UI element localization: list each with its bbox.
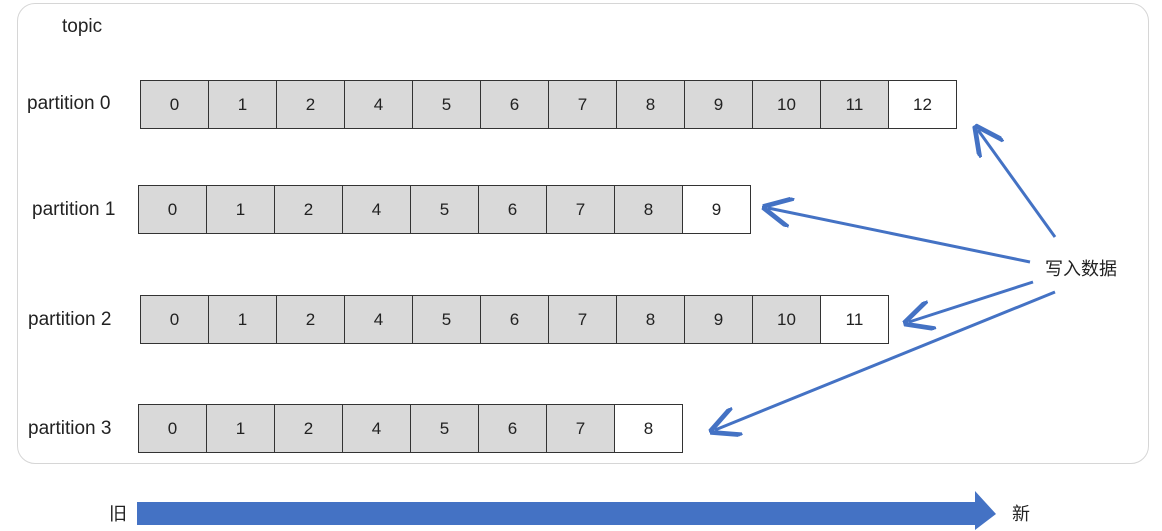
partition-0-offset-cell: 8 <box>616 80 685 129</box>
partition-0-offset-cell: 10 <box>752 80 821 129</box>
partition-1-offset-cell: 5 <box>410 185 479 234</box>
partition-2-offset-cell: 10 <box>752 295 821 344</box>
write-arrow-partition-2 <box>909 280 1034 322</box>
partition-3-offset-cell: 0 <box>138 404 207 453</box>
partition-0-row: 0 1 2 4 5 6 7 8 9 10 11 12 <box>140 80 957 129</box>
partition-0-offset-cell: 4 <box>344 80 413 129</box>
partition-0-offset-cell: 2 <box>276 80 345 129</box>
partition-2-offset-cell: 9 <box>684 295 753 344</box>
partition-1-offset-cell: 0 <box>138 185 207 234</box>
partition-0-label: partition 0 <box>27 93 111 114</box>
partition-1-offset-cell: 8 <box>614 185 683 234</box>
partition-1-offset-cell: 7 <box>546 185 615 234</box>
partition-0-offset-cell: 12 <box>888 80 957 129</box>
topic-label: topic <box>62 16 103 37</box>
partition-3-offset-cell: 4 <box>342 404 411 453</box>
write-data-label: 写入数据 <box>1045 259 1117 279</box>
partition-0-offset-cell: 5 <box>412 80 481 129</box>
partition-1-offset-cell: 9 <box>682 185 751 234</box>
partition-0-offset-cell: 11 <box>820 80 889 129</box>
partition-2-offset-cell: 7 <box>548 295 617 344</box>
partition-0-offset-cell: 7 <box>548 80 617 129</box>
partition-1-offset-cell: 4 <box>342 185 411 234</box>
partition-2-offset-cell: 4 <box>344 295 413 344</box>
partition-1-offset-cell: 1 <box>206 185 275 234</box>
timeline-new-label: 新 <box>1012 504 1030 524</box>
partition-2-offset-cell: 2 <box>276 295 345 344</box>
partition-0-offset-cell: 6 <box>480 80 549 129</box>
partition-3-offset-cell: 2 <box>274 404 343 453</box>
partition-1-label: partition 1 <box>32 199 116 220</box>
partition-2-offset-cell: 11 <box>820 295 889 344</box>
partition-2-offset-cell: 1 <box>208 295 277 344</box>
partition-3-label: partition 3 <box>28 418 112 439</box>
partition-2-offset-cell: 5 <box>412 295 481 344</box>
partition-3-offset-cell: 7 <box>546 404 615 453</box>
timeline-arrow <box>137 491 996 530</box>
write-arrow-partition-3 <box>715 290 1056 430</box>
partition-0-offset-cell: 9 <box>684 80 753 129</box>
partition-0-offset-cell: 1 <box>208 80 277 129</box>
partition-3-offset-cell: 1 <box>206 404 275 453</box>
partition-2-offset-cell: 8 <box>616 295 685 344</box>
timeline-old-label: 旧 <box>109 504 127 524</box>
partition-2-row: 0 1 2 4 5 6 7 8 9 10 11 <box>140 295 889 344</box>
partition-2-label: partition 2 <box>28 309 112 330</box>
partition-2-offset-cell: 6 <box>480 295 549 344</box>
partition-3-offset-cell: 8 <box>614 404 683 453</box>
partition-1-offset-cell: 2 <box>274 185 343 234</box>
write-arrow-partition-0 <box>978 130 1057 238</box>
partition-2-offset-cell: 0 <box>140 295 209 344</box>
write-arrow-partition-1 <box>768 208 1031 264</box>
